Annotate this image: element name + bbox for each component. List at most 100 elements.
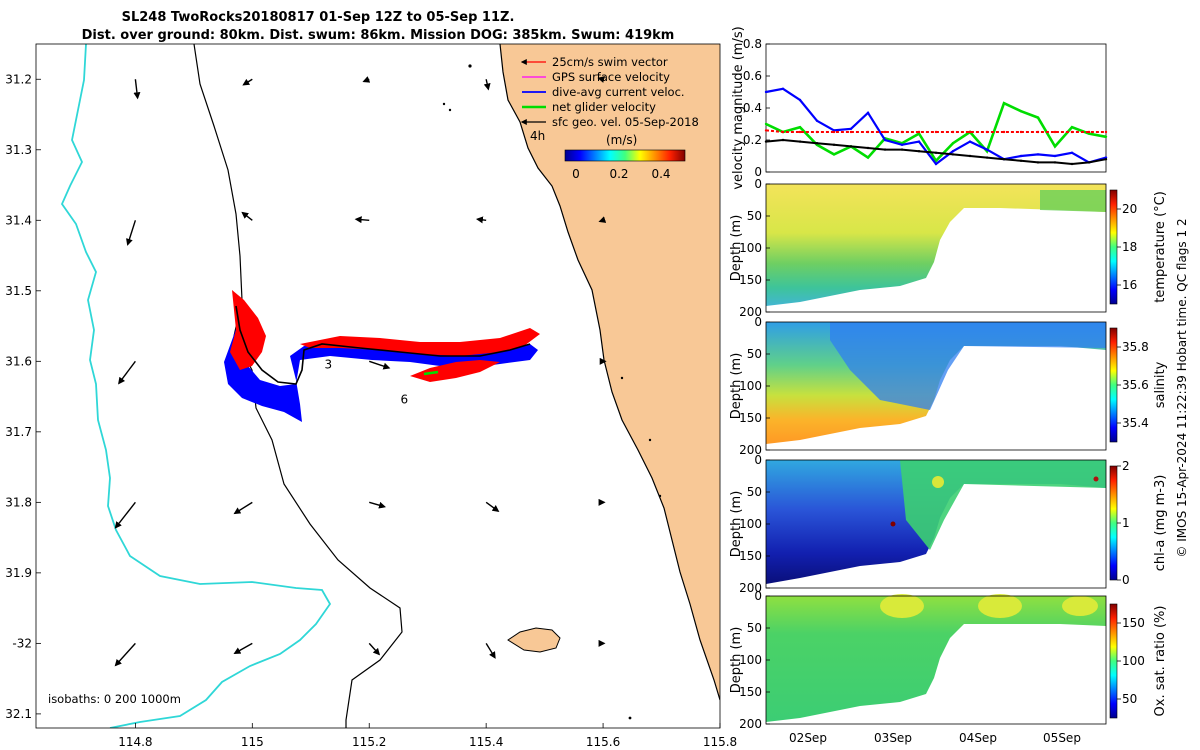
cbar-tick-label: 2	[1122, 459, 1130, 473]
cbar-tick-label: 35.6	[1122, 378, 1149, 392]
velocity-point	[798, 130, 802, 134]
islet-dot	[628, 716, 632, 720]
velocity-point	[1070, 151, 1074, 154]
legend-cbar-tick: 0	[572, 167, 580, 181]
velocity-point	[1019, 130, 1023, 134]
cbar-tick-label: 1	[1122, 516, 1130, 530]
map-frame	[35, 43, 721, 729]
velocity-series	[764, 87, 1108, 166]
cbar-variable-label: Ox. sat. ratio (%)	[1153, 606, 1168, 717]
velocity-point	[815, 142, 819, 145]
velocity-point	[1087, 130, 1091, 134]
velocity-point	[832, 153, 836, 156]
oxygen-patch	[978, 594, 1022, 618]
swim-vector-swath	[230, 290, 266, 370]
velocity-point	[951, 150, 955, 153]
geo-velocity-arrow	[485, 501, 500, 512]
lat-tick-label: -32	[12, 636, 32, 650]
depth-tick-label: 0	[754, 453, 762, 467]
geo-velocity-arrow	[597, 76, 605, 83]
time-tick: 04Sep	[959, 731, 997, 745]
velocity-point	[764, 140, 768, 143]
geo-velocity-arrow	[233, 642, 253, 654]
geo-velocity-arrow	[483, 79, 491, 91]
swim-vector-swath-2	[300, 328, 540, 356]
islet-dot	[442, 102, 446, 106]
legend-dive-label: dive-avg current veloc.	[552, 85, 685, 99]
legend-net-label: net glider velocity	[552, 100, 656, 114]
velocity-point	[866, 111, 870, 115]
depth-tick-label: 100	[739, 379, 762, 393]
lat-tick-label: 31.4	[5, 213, 32, 227]
geo-velocity-arrow	[485, 643, 496, 659]
vel-tick-label: 0.4	[743, 101, 762, 115]
velocity-point	[1036, 153, 1040, 156]
velocity-point	[985, 156, 989, 159]
velocity-point	[917, 150, 921, 153]
depth-tick-label: 100	[739, 241, 762, 255]
geo-velocity-arrow	[114, 501, 136, 529]
oxygen-field	[766, 596, 1106, 722]
depth-tick-label: 150	[739, 273, 762, 287]
geo-velocity-arrow	[114, 642, 136, 667]
islet-dot	[648, 438, 652, 442]
velocity-point	[1019, 154, 1023, 158]
velocity-point	[917, 140, 921, 143]
lat-tick-label: 31.3	[5, 143, 32, 157]
legend-colorbar	[564, 149, 686, 162]
geo-velocity-arrow	[233, 501, 253, 515]
chla-point	[1093, 476, 1099, 482]
velocity-point	[985, 130, 989, 134]
cbar-variable-label: salinity	[1153, 361, 1168, 408]
velocity-point	[1104, 158, 1108, 161]
cbar-tick-label: 150	[1122, 616, 1145, 630]
depth-axis-label: Depth (m)	[729, 215, 744, 282]
velocity-point	[866, 146, 870, 150]
day-marker-3: 3	[324, 357, 332, 371]
section-salinity	[765, 321, 1107, 451]
footer-credit: © IMOS 15-Apr-2024 11:22:39 Hobart time.…	[1175, 218, 1189, 557]
velocity-point	[798, 98, 802, 102]
geo-velocity-arrow	[369, 501, 386, 509]
velocity-point	[883, 138, 887, 142]
map-legend: 25cm/s swim vector GPS surface velocity …	[520, 55, 699, 181]
depth-tick-label: 50	[747, 347, 762, 361]
depth-tick-label: 50	[747, 209, 762, 223]
legend-cbar-tick: 0.4	[651, 167, 670, 181]
time-tick: 05Sep	[1043, 731, 1081, 745]
velocity-point	[1019, 110, 1023, 113]
velocity-point	[781, 138, 785, 142]
cbar-variable-label: temperature (°C)	[1153, 191, 1168, 303]
geo-velocity-arrow	[242, 78, 253, 86]
vel-tick-label: 0	[754, 165, 762, 179]
depth-tick-label: 100	[739, 653, 762, 667]
velocity-point	[1036, 130, 1040, 134]
vel-tick-label: 0.2	[743, 133, 762, 147]
velocity-point	[900, 148, 904, 151]
velocity-point	[934, 162, 938, 166]
velocity-point	[1104, 130, 1108, 134]
depth-tick-label: 200	[739, 443, 762, 457]
legend-gps-label: GPS surface velocity	[552, 70, 670, 84]
velocity-point	[917, 130, 921, 134]
legend-swim-label: 25cm/s swim vector	[552, 55, 668, 69]
velocity-point	[849, 130, 853, 134]
time-tick: 02Sep	[789, 731, 827, 745]
depth-axis-label: Depth (m)	[729, 627, 744, 694]
day-marker-6: 6	[400, 393, 408, 407]
geostrophic-arrows	[114, 76, 607, 667]
velocity-point	[764, 129, 768, 132]
lat-tick-label: 31.6	[5, 354, 32, 368]
velocity-point	[866, 156, 870, 159]
geo-velocity-arrow	[369, 360, 391, 370]
geo-velocity-arrow	[133, 79, 141, 100]
geo-velocity-arrow	[368, 642, 381, 656]
depth-axis-label: Depth (m)	[729, 353, 744, 420]
geo-velocity-arrow	[241, 211, 253, 221]
salinity-colorbar	[1109, 327, 1118, 443]
cbar-tick-label: 100	[1122, 654, 1145, 668]
lon-tick-label: 115.2	[352, 735, 386, 749]
velocity-panel: 0 0.2 0.4 0.6 0.8 velocity magnitude (m/s)	[731, 26, 1108, 190]
vel-tick-label: 0.6	[743, 69, 762, 83]
